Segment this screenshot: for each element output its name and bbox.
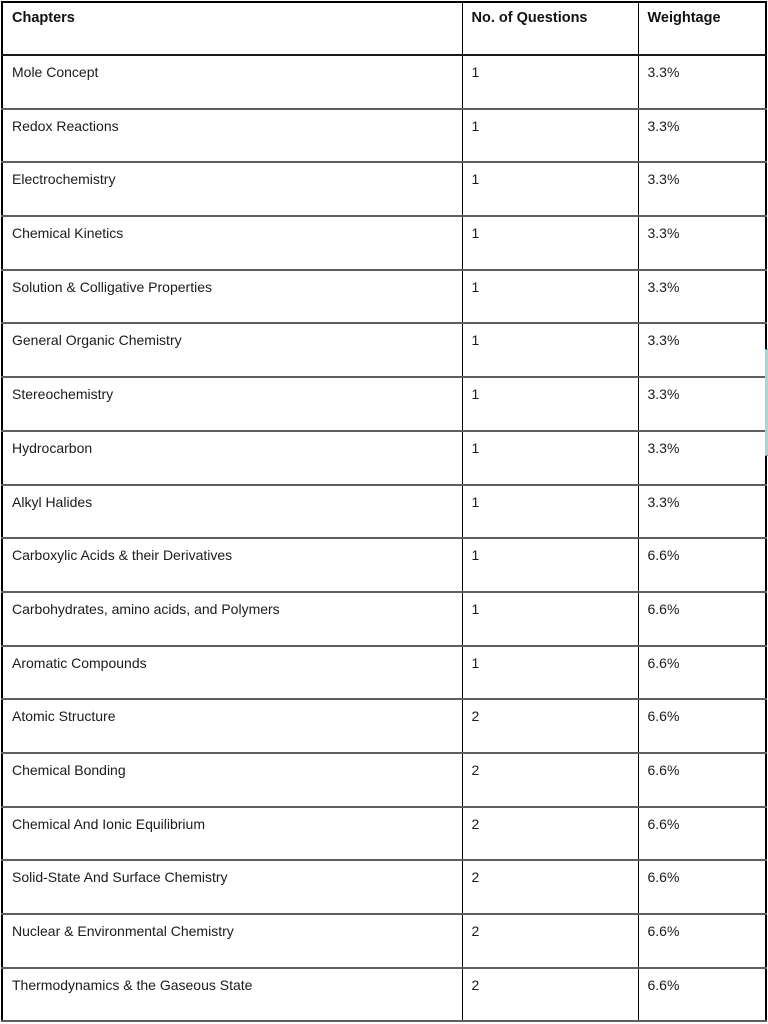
header-row: Chapters No. of Questions Weightage	[1, 1, 767, 56]
col-header-questions: No. of Questions	[461, 1, 639, 56]
table-row: Chemical Bonding 2 6.6%	[1, 751, 767, 808]
questions-cell: 2	[461, 913, 639, 969]
col-header-weightage: Weightage	[637, 1, 767, 56]
weightage-cell: 6.6%	[637, 590, 767, 647]
questions-cell: 1	[461, 161, 639, 218]
questions-cell: 1	[461, 54, 639, 110]
weightage-cell: 3.3%	[637, 429, 767, 486]
weightage-cell: 6.6%	[637, 966, 767, 1023]
chapter-cell: Mole Concept	[1, 54, 463, 110]
scrollbar-thumb[interactable]	[765, 349, 768, 456]
table-row: Thermodynamics & the Gaseous State 2 6.6%	[1, 966, 767, 1023]
table-row: Carboxylic Acids & their Derivatives 1 6.6…	[1, 537, 767, 593]
chapter-cell: Atomic Structure	[1, 698, 463, 754]
table-row: Mole Concept 1 3.3%	[1, 54, 767, 110]
questions-cell: 1	[461, 429, 639, 486]
table-row: Chemical Kinetics 1 3.3%	[1, 215, 767, 271]
questions-cell: 1	[461, 107, 639, 164]
table-row: Nuclear & Environmental Chemistry 2 6.6%	[1, 913, 767, 969]
table-row: Alkyl Halides 1 3.3%	[1, 483, 767, 540]
table-row: Stereochemistry 1 3.3%	[1, 376, 767, 432]
col-header-chapters: Chapters	[1, 1, 463, 56]
chapter-cell: Chemical Kinetics	[1, 215, 463, 271]
weightage-cell: 3.3%	[637, 483, 767, 540]
weightage-cell: 3.3%	[637, 376, 767, 432]
questions-cell: 1	[461, 268, 639, 325]
weightage-cell: 3.3%	[637, 54, 767, 110]
questions-cell: 1	[461, 644, 639, 701]
table-body: Mole Concept 1 3.3% Redox Reactions 1 3.3% Ele…	[1, 54, 767, 1023]
table-row: Solid-State And Surface Chemistry 2 6.6%	[1, 859, 767, 915]
table-row: Solution & Colligative Properties 1 3.3%	[1, 268, 767, 325]
table-row: Atomic Structure 2 6.6%	[1, 698, 767, 754]
chapter-cell: Solution & Colligative Properties	[1, 268, 463, 325]
weightage-cell: 3.3%	[637, 161, 767, 218]
weightage-cell: 6.6%	[637, 751, 767, 808]
chapter-cell: Aromatic Compounds	[1, 644, 463, 701]
chapter-cell: General Organic Chemistry	[1, 322, 463, 379]
questions-cell: 1	[461, 537, 639, 593]
chapter-cell: Carbohydrates, amino acids, and Polymers	[1, 590, 463, 647]
questions-cell: 2	[461, 751, 639, 808]
chapter-cell: Thermodynamics & the Gaseous State	[1, 966, 463, 1023]
questions-cell: 2	[461, 966, 639, 1023]
questions-cell: 2	[461, 805, 639, 862]
table-row: Chemical And Ionic Equilibrium 2 6.6%	[1, 805, 767, 862]
weightage-cell: 3.3%	[637, 215, 767, 271]
weightage-cell: 6.6%	[637, 537, 767, 593]
chapter-cell: Stereochemistry	[1, 376, 463, 432]
weightage-cell: 6.6%	[637, 644, 767, 701]
questions-cell: 1	[461, 322, 639, 379]
table-row: Redox Reactions 1 3.3%	[1, 107, 767, 164]
table-row: General Organic Chemistry 1 3.3%	[1, 322, 767, 379]
table-row: Hydrocarbon 1 3.3%	[1, 429, 767, 486]
questions-cell: 2	[461, 859, 639, 915]
table-row: Aromatic Compounds 1 6.6%	[1, 644, 767, 701]
chapter-cell: Hydrocarbon	[1, 429, 463, 486]
weightage-cell: 3.3%	[637, 268, 767, 325]
questions-cell: 1	[461, 590, 639, 647]
questions-cell: 2	[461, 698, 639, 754]
weightage-cell: 6.6%	[637, 859, 767, 915]
weightage-cell: 6.6%	[637, 698, 767, 754]
chapter-cell: Alkyl Halides	[1, 483, 463, 540]
questions-cell: 1	[461, 215, 639, 271]
questions-cell: 1	[461, 483, 639, 540]
weightage-cell: 3.3%	[637, 107, 767, 164]
questions-cell: 1	[461, 376, 639, 432]
chapter-cell: Chemical Bonding	[1, 751, 463, 808]
weightage-cell: 6.6%	[637, 913, 767, 969]
chapter-cell: Chemical And Ionic Equilibrium	[1, 805, 463, 862]
chapter-cell: Redox Reactions	[1, 107, 463, 164]
table-row: Carbohydrates, amino acids, and Polymers…	[1, 590, 767, 647]
chapter-cell: Electrochemistry	[1, 161, 463, 218]
chapter-cell: Solid-State And Surface Chemistry	[1, 859, 463, 915]
table-row: Electrochemistry 1 3.3%	[1, 161, 767, 218]
chapter-cell: Nuclear & Environmental Chemistry	[1, 913, 463, 969]
chapter-cell: Carboxylic Acids & their Derivatives	[1, 537, 463, 593]
weightage-cell: 6.6%	[637, 805, 767, 862]
weightage-cell: 3.3%	[637, 322, 767, 379]
